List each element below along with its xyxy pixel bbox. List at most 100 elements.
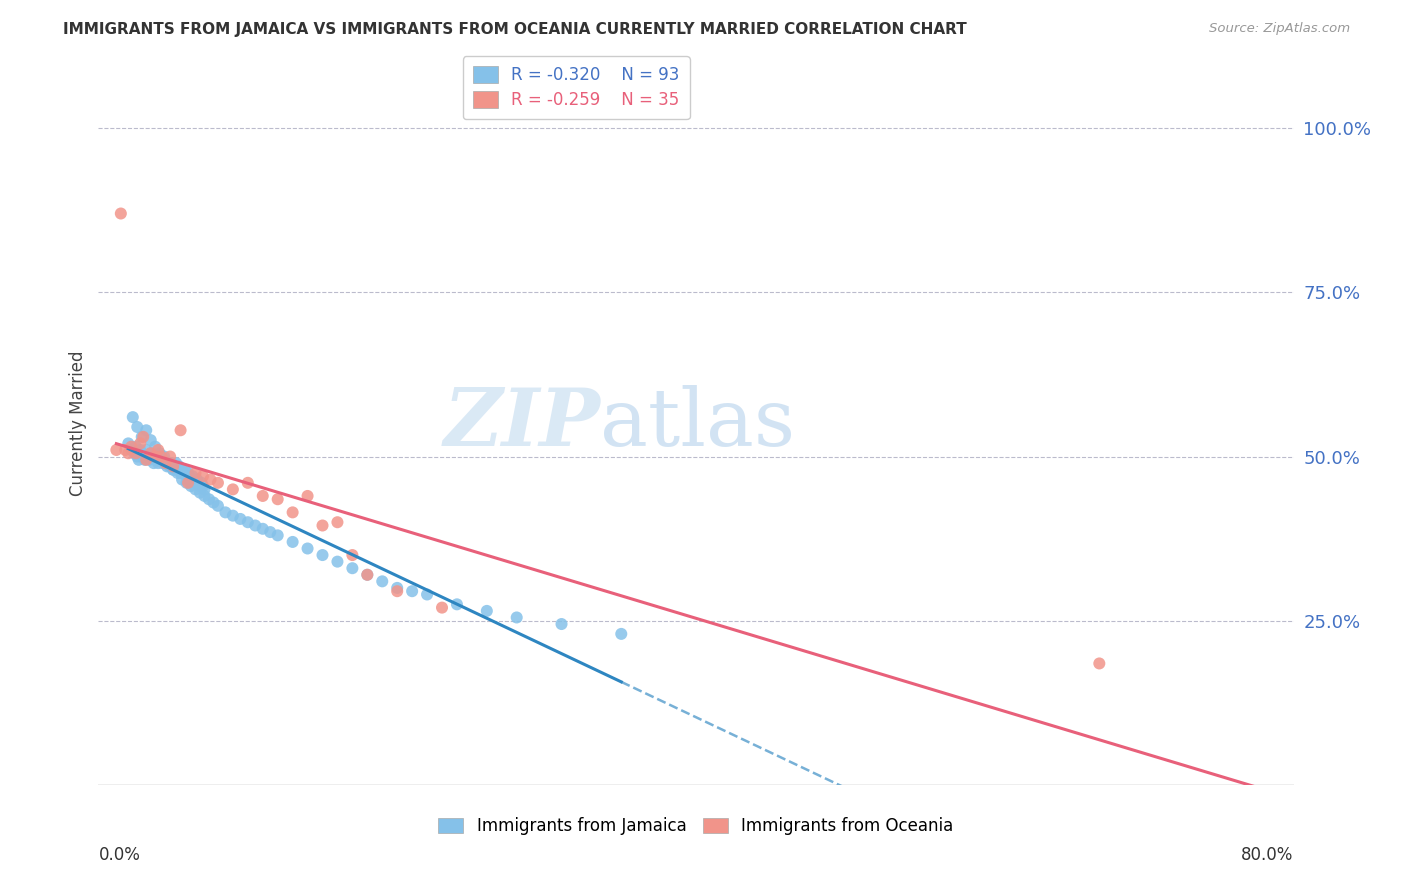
Point: [172, 463, 194, 477]
Point: [131, 430, 153, 444]
Point: [120, 440, 142, 454]
Point: [127, 450, 149, 464]
Point: [132, 430, 155, 444]
Point: [385, 581, 409, 595]
Point: [148, 442, 170, 457]
Point: [281, 535, 304, 549]
Point: [184, 475, 207, 490]
Point: [183, 473, 205, 487]
Point: [326, 515, 349, 529]
Point: [156, 459, 179, 474]
Text: IMMIGRANTS FROM JAMAICA VS IMMIGRANTS FROM OCEANIA CURRENTLY MARRIED CORRELATION: IMMIGRANTS FROM JAMAICA VS IMMIGRANTS FR…: [63, 22, 967, 37]
Point: [139, 433, 162, 447]
Point: [157, 456, 180, 470]
Point: [342, 548, 364, 562]
Point: [127, 420, 149, 434]
Point: [159, 450, 181, 464]
Point: [198, 492, 221, 507]
Point: [152, 456, 174, 470]
Point: [117, 446, 139, 460]
Point: [311, 518, 333, 533]
Point: [121, 410, 143, 425]
Point: [153, 450, 176, 464]
Point: [281, 505, 304, 519]
Point: [267, 528, 290, 542]
Point: [385, 584, 409, 599]
Point: [150, 450, 173, 464]
Point: [188, 479, 211, 493]
Y-axis label: Currently Married: Currently Married: [69, 351, 87, 497]
Point: [236, 475, 259, 490]
Point: [193, 483, 215, 497]
Point: [267, 492, 290, 507]
Point: [132, 450, 155, 464]
Point: [135, 442, 157, 457]
Point: [143, 440, 166, 454]
Point: [145, 450, 167, 464]
Text: Source: ZipAtlas.com: Source: ZipAtlas.com: [1209, 22, 1350, 36]
Point: [550, 617, 572, 632]
Text: 80.0%: 80.0%: [1241, 847, 1294, 864]
Point: [259, 524, 281, 539]
Point: [110, 206, 132, 220]
Point: [180, 479, 202, 493]
Point: [157, 456, 180, 470]
Point: [416, 587, 439, 601]
Point: [125, 446, 148, 460]
Point: [297, 489, 319, 503]
Point: [356, 567, 378, 582]
Point: [172, 473, 194, 487]
Point: [214, 505, 236, 519]
Point: [179, 469, 201, 483]
Legend: Immigrants from Jamaica, Immigrants from Oceania: Immigrants from Jamaica, Immigrants from…: [432, 810, 960, 842]
Point: [166, 463, 188, 477]
Point: [135, 453, 157, 467]
Point: [155, 456, 177, 470]
Point: [297, 541, 319, 556]
Point: [177, 466, 200, 480]
Point: [139, 446, 162, 460]
Point: [141, 450, 163, 464]
Point: [135, 423, 157, 437]
Point: [162, 463, 184, 477]
Point: [169, 466, 191, 480]
Point: [117, 436, 139, 450]
Point: [163, 459, 186, 474]
Point: [177, 475, 200, 490]
Point: [167, 459, 190, 474]
Point: [252, 522, 274, 536]
Point: [148, 456, 170, 470]
Point: [114, 442, 136, 457]
Point: [162, 459, 184, 474]
Point: [131, 446, 153, 460]
Point: [311, 548, 333, 562]
Point: [134, 453, 156, 467]
Point: [166, 466, 188, 480]
Point: [222, 508, 245, 523]
Point: [149, 446, 172, 460]
Point: [125, 440, 148, 454]
Point: [129, 442, 152, 457]
Point: [142, 456, 165, 470]
Point: [342, 561, 364, 575]
Point: [236, 515, 259, 529]
Point: [326, 555, 349, 569]
Point: [188, 485, 211, 500]
Point: [187, 475, 209, 490]
Point: [120, 442, 142, 457]
Point: [176, 469, 198, 483]
Point: [207, 475, 229, 490]
Point: [1088, 657, 1111, 671]
Point: [136, 450, 159, 464]
Point: [139, 446, 162, 460]
Point: [475, 604, 498, 618]
Point: [169, 423, 191, 437]
Point: [446, 598, 468, 612]
Point: [506, 610, 529, 624]
Point: [159, 459, 181, 474]
Point: [150, 453, 173, 467]
Point: [143, 453, 166, 467]
Point: [105, 442, 128, 457]
Point: [162, 463, 184, 477]
Point: [193, 489, 215, 503]
